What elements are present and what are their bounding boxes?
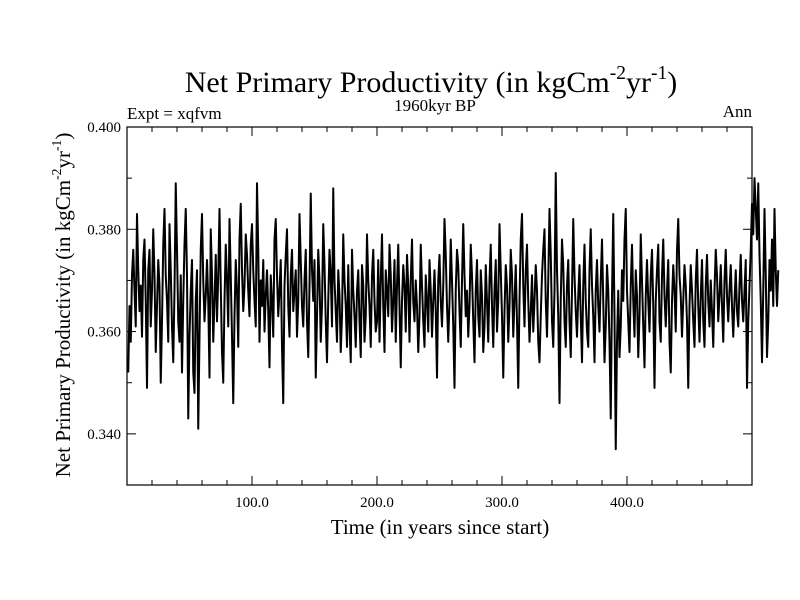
y-axis-label: Net Primary Productivity (in kgCm-2yr-1): [49, 133, 75, 478]
chart-title-mid: yr: [626, 66, 651, 99]
x-axis-label: Time (in years since start): [331, 515, 550, 539]
chart-title-main: Net Primary Productivity (in kgCm: [185, 66, 610, 99]
y-axis-label-end: ): [51, 133, 75, 140]
x-tick-label: 100.0: [235, 495, 269, 511]
chart-title-sup1: -2: [610, 63, 626, 84]
y-axis-label-main: Net Primary Productivity (in kgCm: [51, 180, 75, 477]
chart-title-end: ): [667, 66, 677, 99]
y-axis-label-sup2: -1: [49, 140, 64, 151]
axis-ticks: [127, 126, 752, 486]
y-tick-label: 0.380: [87, 222, 121, 238]
x-tick-label: 300.0: [485, 495, 519, 511]
y-tick-label: 0.340: [87, 427, 121, 443]
subtitle-center: 1960kyr BP: [394, 96, 476, 115]
series-line: [127, 172, 780, 451]
x-tick-label: 200.0: [360, 495, 394, 511]
y-tick-label: 0.360: [87, 325, 121, 341]
subtitle-left: Expt = xqfvm: [127, 104, 222, 123]
chart-title-sup2: -1: [651, 63, 667, 84]
y-axis-label-sup1: -2: [49, 168, 64, 180]
plot-frame: [126, 126, 753, 486]
y-axis-label-mid: yr: [51, 151, 75, 169]
subtitle-right: Ann: [723, 102, 753, 121]
axis-tick-labels: 100.0 200.0 300.0 400.0 0.340 0.360 0.380 0.400: [87, 120, 644, 511]
chart-title: Net Primary Productivity (in kgCm-2yr-1): [185, 63, 677, 99]
x-tick-label: 400.0: [610, 495, 644, 511]
y-tick-label: 0.400: [87, 120, 121, 136]
